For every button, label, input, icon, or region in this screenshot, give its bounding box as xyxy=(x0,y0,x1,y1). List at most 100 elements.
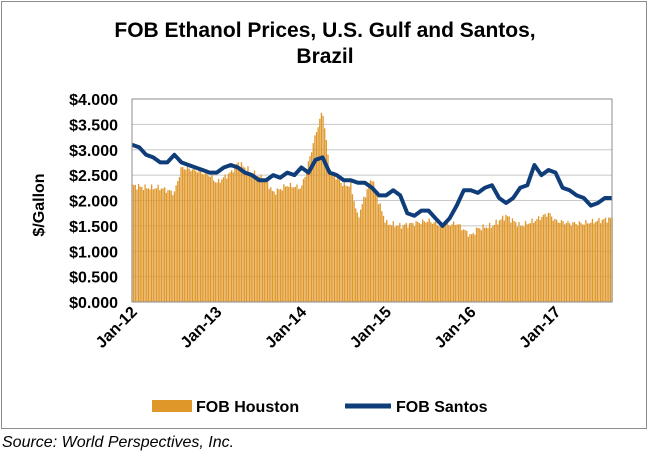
bar-houston xyxy=(297,189,300,302)
bar-houston xyxy=(400,228,403,302)
bar-houston xyxy=(373,181,375,302)
bar-houston xyxy=(469,234,471,302)
bar-houston xyxy=(193,167,195,302)
bar-houston xyxy=(255,177,257,302)
bar-houston xyxy=(224,174,226,302)
bar-houston xyxy=(306,169,308,302)
bar-houston xyxy=(503,220,505,302)
bar-houston xyxy=(495,219,497,302)
bar-houston xyxy=(557,222,559,302)
bar-houston xyxy=(221,179,223,302)
bar-houston xyxy=(164,187,166,302)
bar-houston xyxy=(454,225,456,302)
bar-houston xyxy=(402,225,404,302)
bar-houston xyxy=(346,186,349,302)
bar-houston xyxy=(467,236,470,302)
bar-houston xyxy=(395,225,398,302)
bar-houston xyxy=(168,190,171,302)
y-tick-label: $0.000 xyxy=(69,295,118,312)
bar-houston xyxy=(162,188,164,302)
bar-houston xyxy=(320,112,323,302)
bar-houston xyxy=(549,213,551,302)
bar-houston xyxy=(369,180,372,302)
bar-houston xyxy=(541,217,543,302)
bar-houston xyxy=(350,182,352,302)
bar-houston xyxy=(333,175,336,302)
bar-houston xyxy=(436,225,439,302)
bar-houston xyxy=(377,204,380,302)
legend: FOB Houston FOB Santos xyxy=(152,399,488,416)
bar-houston xyxy=(433,222,435,302)
bar-houston xyxy=(175,185,177,302)
bar-houston xyxy=(137,183,140,302)
bar-houston xyxy=(206,174,208,302)
bar-houston xyxy=(257,175,259,302)
bar-houston xyxy=(229,172,231,302)
bar-houston xyxy=(150,184,153,302)
bar-houston xyxy=(239,166,241,302)
bar-houston xyxy=(217,178,220,302)
bar-houston xyxy=(299,188,301,302)
bar-houston xyxy=(586,223,589,302)
bar-houston xyxy=(546,216,548,302)
bar-houston xyxy=(453,221,455,302)
bar-houston xyxy=(244,167,246,302)
bar-houston xyxy=(500,219,502,302)
bar-houston xyxy=(325,139,327,302)
x-tick-label: Jan-13 xyxy=(178,304,226,352)
bar-houston xyxy=(242,166,244,302)
bar-houston xyxy=(524,220,527,302)
bar-houston xyxy=(386,219,388,302)
santos-line xyxy=(131,142,612,228)
bar-houston xyxy=(554,218,556,302)
bar-houston xyxy=(133,185,135,302)
bar-houston xyxy=(330,171,332,302)
bar-houston xyxy=(312,143,314,302)
bar-houston xyxy=(366,189,368,302)
bar-houston xyxy=(172,195,174,302)
bar-houston xyxy=(608,217,610,302)
bar-houston xyxy=(281,190,283,302)
bar-houston xyxy=(609,217,612,302)
bar-houston xyxy=(422,219,424,302)
bar-houston xyxy=(368,185,370,302)
bar-houston xyxy=(302,178,305,302)
bar-houston xyxy=(606,222,608,302)
houston-bars xyxy=(131,112,613,303)
bar-houston xyxy=(358,217,360,302)
bar-houston xyxy=(141,186,143,302)
bar-houston xyxy=(480,230,483,302)
bar-houston xyxy=(273,191,275,302)
bar-houston xyxy=(389,224,391,302)
bar-houston xyxy=(544,213,546,302)
bar-houston xyxy=(397,225,399,302)
bar-houston xyxy=(435,221,437,302)
bar-houston xyxy=(198,169,200,302)
bar-houston xyxy=(536,219,538,302)
bar-houston xyxy=(407,227,409,302)
bar-houston xyxy=(332,172,334,302)
bar-houston xyxy=(376,194,378,302)
bar-houston xyxy=(301,185,303,302)
bar-houston xyxy=(488,222,491,302)
y-tick-label: $3.500 xyxy=(69,117,118,134)
bar-houston xyxy=(572,222,574,302)
bar-houston xyxy=(399,223,401,302)
source-note: Source: World Perspectives, Inc. xyxy=(2,434,235,451)
chart-title-line: FOB Ethanol Prices, U.S. Gulf and Santos… xyxy=(114,19,536,42)
chart-title: FOB Ethanol Prices, U.S. Gulf and Santos… xyxy=(2,18,648,70)
y-tick-label: $2.500 xyxy=(69,168,118,185)
bar-houston xyxy=(511,218,514,302)
bar-houston xyxy=(410,222,412,302)
bar-houston xyxy=(412,223,414,302)
x-tick-label: Jan-15 xyxy=(347,304,395,352)
bar-houston xyxy=(245,170,247,302)
bar-houston xyxy=(448,224,450,302)
bar-houston xyxy=(216,182,218,302)
bar-houston xyxy=(284,186,287,302)
bar-houston xyxy=(262,181,264,302)
bar-houston xyxy=(466,230,468,302)
bar-houston xyxy=(289,182,292,302)
bar-houston xyxy=(160,188,163,302)
bar-houston xyxy=(529,223,532,302)
